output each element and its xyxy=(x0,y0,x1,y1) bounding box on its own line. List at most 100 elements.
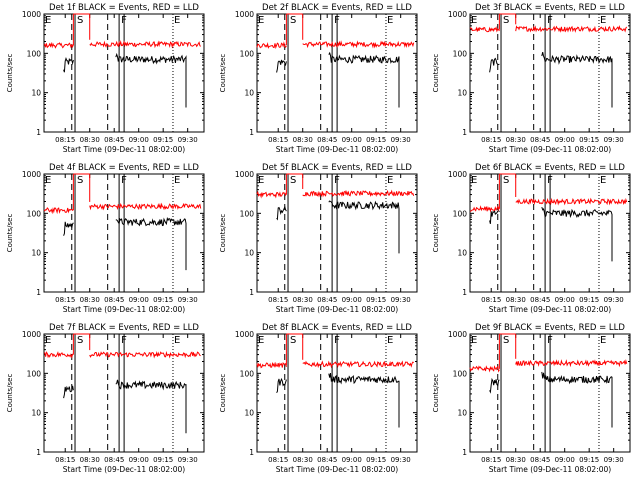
y-tick-label: 10 xyxy=(244,409,254,418)
x-tick-label: 08:15 xyxy=(55,136,75,144)
x-tick-label: 08:15 xyxy=(481,296,501,304)
x-tick-label: 08:30 xyxy=(293,136,313,144)
x-tick-label: 08:45 xyxy=(317,456,337,464)
y-tick-label: 1 xyxy=(462,128,467,137)
y-tick-label: 1 xyxy=(462,448,467,457)
lld-series-line xyxy=(515,24,628,33)
events-series-line xyxy=(541,51,613,108)
y-tick-label: 10 xyxy=(457,89,467,98)
events-series-line xyxy=(276,377,287,394)
lld-series-line xyxy=(256,41,287,50)
chart-panel-6: Det 6f BLACK = Events, RED = LLD Counts/s… xyxy=(432,163,631,314)
y-tick-label: 1 xyxy=(249,128,254,137)
y-tick-label: 1000 xyxy=(448,170,467,179)
chart-title: Det 5f BLACK = Events, RED = LLD xyxy=(262,163,412,173)
y-axis-label: Counts/sec xyxy=(432,214,440,253)
x-tick-label: 09:30 xyxy=(178,456,198,464)
lld-series-line xyxy=(469,205,500,213)
x-tick-label: 08:45 xyxy=(530,296,550,304)
events-series-line xyxy=(63,221,74,236)
y-tick-label: 10 xyxy=(457,249,467,258)
y-tick-label: 100 xyxy=(453,49,468,58)
chart-panel-2: Det 2f BLACK = Events, RED = LLD Counts/s… xyxy=(219,3,418,154)
y-tick-label: 1 xyxy=(249,288,254,297)
lld-series-line xyxy=(89,202,202,211)
events-series-line xyxy=(328,51,400,108)
x-axis-label: Start Time (09-Dec-11 08:02:00) xyxy=(276,305,398,314)
x-axis-label: Start Time (09-Dec-11 08:02:00) xyxy=(63,145,185,154)
event-marker-label: S xyxy=(77,175,83,186)
chart-title: Det 8f BLACK = Events, RED = LLD xyxy=(262,323,412,333)
event-marker-label: F xyxy=(547,15,553,26)
x-tick-label: 08:15 xyxy=(268,136,288,144)
chart-panel-8: Det 8f BLACK = Events, RED = LLD Counts/s… xyxy=(219,323,418,474)
x-tick-label: 08:30 xyxy=(506,296,526,304)
event-marker-label: F xyxy=(121,335,127,346)
chart-panel-4: Det 4f BLACK = Events, RED = LLD Counts/s… xyxy=(6,163,205,314)
chart-title: Det 6f BLACK = Events, RED = LLD xyxy=(475,163,625,173)
x-tick-label: 09:00 xyxy=(129,136,149,144)
event-marker-label: E xyxy=(258,175,264,186)
x-tick-label: 09:30 xyxy=(178,296,198,304)
lld-series-line xyxy=(256,190,287,199)
event-marker-label: E xyxy=(258,335,264,346)
x-axis-label: Start Time (09-Dec-11 08:02:00) xyxy=(489,465,611,474)
x-tick-label: 09:30 xyxy=(604,456,624,464)
y-tick-label: 1000 xyxy=(235,10,254,19)
x-tick-label: 09:30 xyxy=(391,136,411,144)
lld-series-line xyxy=(515,197,628,206)
x-axis-label: Start Time (09-Dec-11 08:02:00) xyxy=(276,145,398,154)
x-tick-label: 08:45 xyxy=(530,456,550,464)
x-tick-label: 09:00 xyxy=(342,456,362,464)
x-tick-label: 08:30 xyxy=(506,456,526,464)
y-tick-label: 100 xyxy=(240,49,255,58)
event-marker-label: S xyxy=(503,15,509,26)
chart-title: Det 4f BLACK = Events, RED = LLD xyxy=(49,163,199,173)
y-tick-label: 10 xyxy=(244,89,254,98)
x-tick-label: 08:30 xyxy=(80,456,100,464)
chart-title: Det 1f BLACK = Events, RED = LLD xyxy=(49,3,199,13)
lld-series-line xyxy=(43,207,74,215)
event-marker-label: E xyxy=(471,175,477,186)
y-tick-label: 100 xyxy=(27,209,42,218)
event-marker-label: F xyxy=(547,335,553,346)
y-tick-label: 10 xyxy=(457,409,467,418)
chart-panel-5: Det 5f BLACK = Events, RED = LLD Counts/s… xyxy=(219,163,418,314)
y-tick-label: 1000 xyxy=(235,170,254,179)
event-marker-label: E xyxy=(174,175,180,186)
x-axis-label: Start Time (09-Dec-11 08:02:00) xyxy=(63,465,185,474)
x-tick-label: 08:30 xyxy=(80,136,100,144)
events-series-line xyxy=(328,200,400,254)
x-tick-label: 08:15 xyxy=(268,456,288,464)
x-tick-label: 09:15 xyxy=(153,456,173,464)
event-marker-label: E xyxy=(45,335,51,346)
y-tick-label: 1000 xyxy=(235,330,254,339)
event-marker-label: E xyxy=(471,15,477,26)
x-tick-label: 09:00 xyxy=(555,456,575,464)
y-tick-label: 100 xyxy=(453,369,468,378)
event-marker-label: E xyxy=(387,335,393,346)
events-series-line xyxy=(489,57,500,73)
event-marker-label: S xyxy=(503,175,509,186)
event-marker-label: E xyxy=(45,15,51,26)
x-tick-label: 08:15 xyxy=(268,296,288,304)
x-tick-label: 09:15 xyxy=(153,136,173,144)
chart-title: Det 2f BLACK = Events, RED = LLD xyxy=(262,3,412,13)
x-tick-label: 08:45 xyxy=(530,136,550,144)
events-series-line xyxy=(276,205,287,221)
x-tick-label: 08:45 xyxy=(104,296,124,304)
y-tick-label: 100 xyxy=(27,49,42,58)
event-marker-label: E xyxy=(45,175,51,186)
lld-series-line xyxy=(302,189,415,198)
x-axis-label: Start Time (09-Dec-11 08:02:00) xyxy=(489,145,611,154)
x-tick-label: 08:45 xyxy=(317,136,337,144)
y-tick-label: 100 xyxy=(453,209,468,218)
x-tick-label: 09:00 xyxy=(342,136,362,144)
event-marker-label: E xyxy=(600,175,606,186)
x-tick-label: 09:30 xyxy=(604,136,624,144)
lld-series-line xyxy=(43,41,74,49)
y-tick-label: 100 xyxy=(240,209,255,218)
y-tick-label: 1000 xyxy=(448,10,467,19)
events-series-line xyxy=(328,373,400,428)
x-tick-label: 09:15 xyxy=(579,456,599,464)
